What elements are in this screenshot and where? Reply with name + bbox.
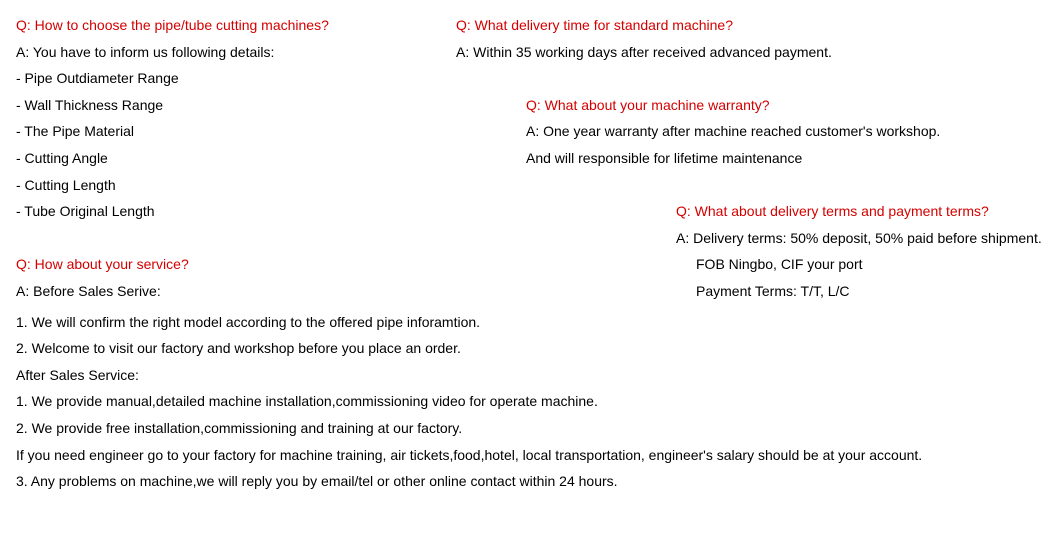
- q1-item-3-wrap: - Cutting Angle: [16, 145, 526, 172]
- row-item2-q3a1: - The Pipe Material A: One year warranty…: [16, 118, 1044, 145]
- col-q1a: A: You have to inform us following detai…: [16, 39, 456, 66]
- q1-item-5-wrap: - Tube Original Length: [16, 198, 676, 225]
- q1-item-5: - Tube Original Length: [16, 198, 676, 225]
- q2-question: Q: What delivery time for standard machi…: [456, 12, 1044, 39]
- q5-after-3: 3. Any problems on machine,we will reply…: [16, 468, 1044, 495]
- q3-a2-wrap: And will responsible for lifetime mainte…: [526, 145, 802, 172]
- q5-after-note: If you need engineer go to your factory …: [16, 442, 1044, 469]
- q1-item-0: - Pipe Outdiameter Range: [16, 65, 1044, 92]
- q1-item-2-wrap: - The Pipe Material: [16, 118, 526, 145]
- q1-item-4: - Cutting Length: [16, 172, 1044, 199]
- row-q1a-q2a: A: You have to inform us following detai…: [16, 39, 1044, 66]
- q5-body: 1. We will confirm the right model accor…: [16, 309, 1044, 495]
- q4-a2: FOB Ningbo, CIF your port: [696, 251, 863, 278]
- q4-a1: A: Delivery terms: 50% deposit, 50% paid…: [676, 225, 1044, 252]
- q5-after-label: After Sales Service:: [16, 362, 1044, 389]
- q2-answer: A: Within 35 working days after received…: [456, 39, 1044, 66]
- q5-before-label: A: Before Sales Serive:: [16, 278, 696, 305]
- row-q5-q4a2: Q: How about your service? FOB Ningbo, C…: [16, 251, 1044, 278]
- q1-item-1: - Wall Thickness Range: [16, 92, 526, 119]
- row-item5-q4: - Tube Original Length Q: What about del…: [16, 198, 1044, 225]
- q3-question: Q: What about your machine warranty?: [526, 92, 770, 119]
- q4-a3: Payment Terms: T/T, L/C: [696, 278, 850, 305]
- q1-answer-lead: A: You have to inform us following detai…: [16, 39, 456, 66]
- q4-a2-wrap: FOB Ningbo, CIF your port: [696, 251, 863, 278]
- row-item3-q3a2: - Cutting Angle And will responsible for…: [16, 145, 1044, 172]
- row-q5before-q4a3: A: Before Sales Serive: Payment Terms: T…: [16, 278, 1044, 305]
- col-q2: Q: What delivery time for standard machi…: [456, 12, 1044, 39]
- q1-item-1-wrap: - Wall Thickness Range: [16, 92, 526, 119]
- q5-before-1: 1. We will confirm the right model accor…: [16, 309, 1044, 336]
- q5-after-2: 2. We provide free installation,commissi…: [16, 415, 1044, 442]
- q3-a1: A: One year warranty after machine reach…: [526, 118, 940, 145]
- q3-question-wrap: Q: What about your machine warranty?: [526, 92, 770, 119]
- q1-item-3: - Cutting Angle: [16, 145, 526, 172]
- q5-after-1: 1. We provide manual,detailed machine in…: [16, 388, 1044, 415]
- q3-a1-wrap: A: One year warranty after machine reach…: [526, 118, 940, 145]
- q4-a3-wrap: Payment Terms: T/T, L/C: [696, 278, 850, 305]
- q4-question-wrap: Q: What about delivery terms and payment…: [676, 198, 989, 225]
- col-q2a: A: Within 35 working days after received…: [456, 39, 1044, 66]
- col-q1: Q: How to choose the pipe/tube cutting m…: [16, 12, 456, 39]
- row-q1-q2: Q: How to choose the pipe/tube cutting m…: [16, 12, 1044, 39]
- q5-before-label-wrap: A: Before Sales Serive:: [16, 278, 696, 305]
- q1-item-2: - The Pipe Material: [16, 118, 526, 145]
- q4-question: Q: What about delivery terms and payment…: [676, 198, 989, 225]
- row-item1-q3: - Wall Thickness Range Q: What about you…: [16, 92, 1044, 119]
- q5-question-wrap: Q: How about your service?: [16, 251, 696, 278]
- q5-question: Q: How about your service?: [16, 251, 696, 278]
- q5-before-2: 2. Welcome to visit our factory and work…: [16, 335, 1044, 362]
- q1-question: Q: How to choose the pipe/tube cutting m…: [16, 12, 456, 39]
- q3-a2: And will responsible for lifetime mainte…: [526, 145, 802, 172]
